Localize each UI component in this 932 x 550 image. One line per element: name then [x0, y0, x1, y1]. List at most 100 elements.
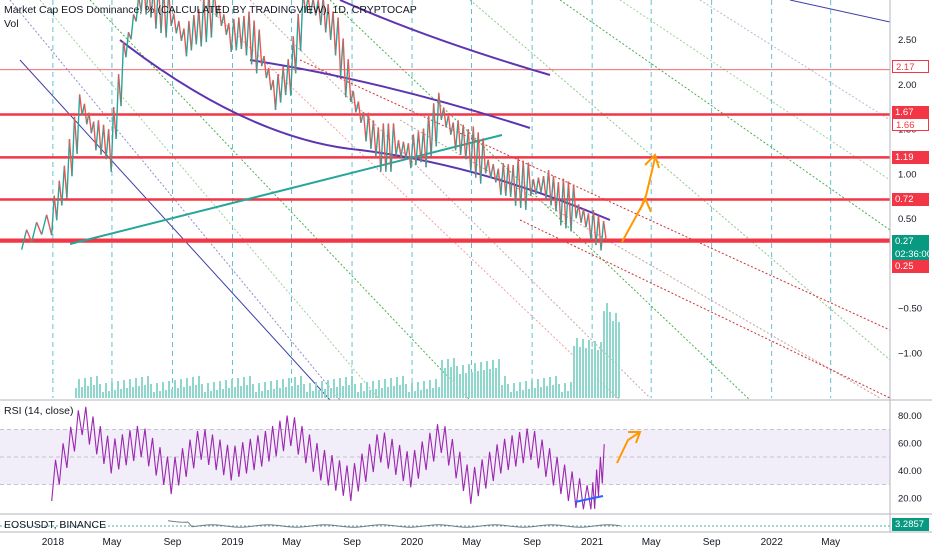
price-candle	[535, 177, 540, 195]
volume-bar	[399, 385, 401, 398]
volume-bar	[213, 382, 215, 398]
price-candle	[324, 3, 329, 33]
volume-bar	[594, 341, 596, 398]
price-candle	[279, 66, 284, 103]
price-series	[20, 0, 607, 251]
price-candle	[71, 116, 76, 177]
volume-bar	[219, 381, 221, 398]
price-tag: 0.72	[892, 193, 929, 206]
price-candle	[552, 176, 557, 212]
price-candle	[284, 59, 289, 96]
volume-bar	[552, 385, 554, 398]
volume-bar	[267, 390, 269, 398]
price-candle	[40, 214, 48, 235]
price-candle	[78, 94, 83, 116]
volume-bar	[285, 387, 287, 398]
volume-bar	[432, 388, 434, 398]
price-candle	[168, 0, 172, 26]
price-candle	[482, 138, 487, 174]
volume-bar	[558, 384, 560, 398]
price-candle	[345, 59, 349, 98]
price-candle	[530, 178, 535, 196]
time-tick-label: Sep	[703, 537, 721, 548]
volume-bar	[174, 380, 176, 398]
volume-bar	[339, 378, 341, 398]
price-candle	[125, 32, 130, 58]
price-candle	[377, 127, 382, 172]
volume-bar	[477, 371, 479, 398]
price-candle	[327, 3, 332, 40]
volume-bar	[564, 383, 566, 398]
volume-bar	[576, 338, 578, 398]
volume-bar	[597, 350, 599, 398]
volume-bar	[366, 382, 368, 398]
volume-bar	[408, 392, 410, 398]
price-candle	[392, 123, 397, 156]
fan-line	[699, 0, 891, 121]
price-candle	[198, 9, 202, 47]
volume-bar	[312, 391, 314, 398]
volume-bar	[180, 379, 182, 398]
price-candle	[97, 120, 102, 155]
price-candle	[233, 18, 238, 51]
volume-bar	[540, 387, 542, 398]
price-candle	[582, 208, 587, 228]
volume-bar	[168, 381, 170, 398]
price-candle	[36, 221, 43, 235]
volume-bar	[465, 373, 467, 398]
volume-bar	[327, 380, 329, 398]
price-candle	[50, 195, 55, 236]
price-candle	[507, 164, 512, 197]
volume-bars	[75, 303, 620, 398]
volume-bar	[396, 377, 398, 398]
price-candle	[130, 14, 135, 40]
volume-bar	[117, 381, 119, 398]
volume-bar	[348, 385, 350, 398]
price-candle	[415, 131, 420, 166]
price-candle	[472, 126, 477, 178]
price-candle	[263, 55, 268, 79]
volume-bar	[411, 383, 413, 398]
volume-bar	[543, 378, 545, 398]
time-tick-label: May	[282, 537, 301, 548]
volume-bar	[126, 388, 128, 398]
price-candle	[397, 140, 402, 158]
price-candle	[100, 124, 105, 155]
price-candle	[407, 143, 412, 169]
volume-bar	[531, 380, 533, 398]
price-tag: 02:36:00	[892, 248, 932, 261]
price-candle	[435, 92, 440, 147]
volume-bar	[447, 359, 449, 398]
price-candle	[572, 184, 577, 219]
volume-bar	[555, 376, 557, 398]
trend-line	[789, 0, 891, 23]
fan-line	[519, 219, 891, 399]
price-candle	[577, 204, 582, 223]
price-candle	[438, 92, 443, 120]
price-candle	[250, 20, 255, 65]
price-candle	[470, 126, 474, 172]
price-candle	[163, 0, 167, 38]
price-candle	[390, 123, 395, 172]
volume-bar	[204, 392, 206, 398]
price-candle	[102, 124, 107, 160]
price-candle	[505, 164, 509, 196]
volume-bar	[240, 386, 242, 398]
volume-bar	[591, 349, 593, 398]
price-axis-bg	[890, 0, 932, 550]
volume-bar	[249, 376, 251, 398]
volume-bar	[153, 392, 155, 398]
volume-bar	[435, 379, 437, 398]
price-candle	[282, 66, 287, 96]
price-candle	[149, 0, 152, 18]
volume-bar	[165, 390, 167, 398]
volume-bar	[528, 389, 530, 398]
price-candle	[592, 210, 597, 246]
volume-bar	[75, 388, 77, 398]
price-candle	[235, 17, 240, 51]
price-tag: 1.19	[892, 151, 929, 164]
arc-line	[119, 39, 611, 221]
volume-bar	[315, 382, 317, 398]
